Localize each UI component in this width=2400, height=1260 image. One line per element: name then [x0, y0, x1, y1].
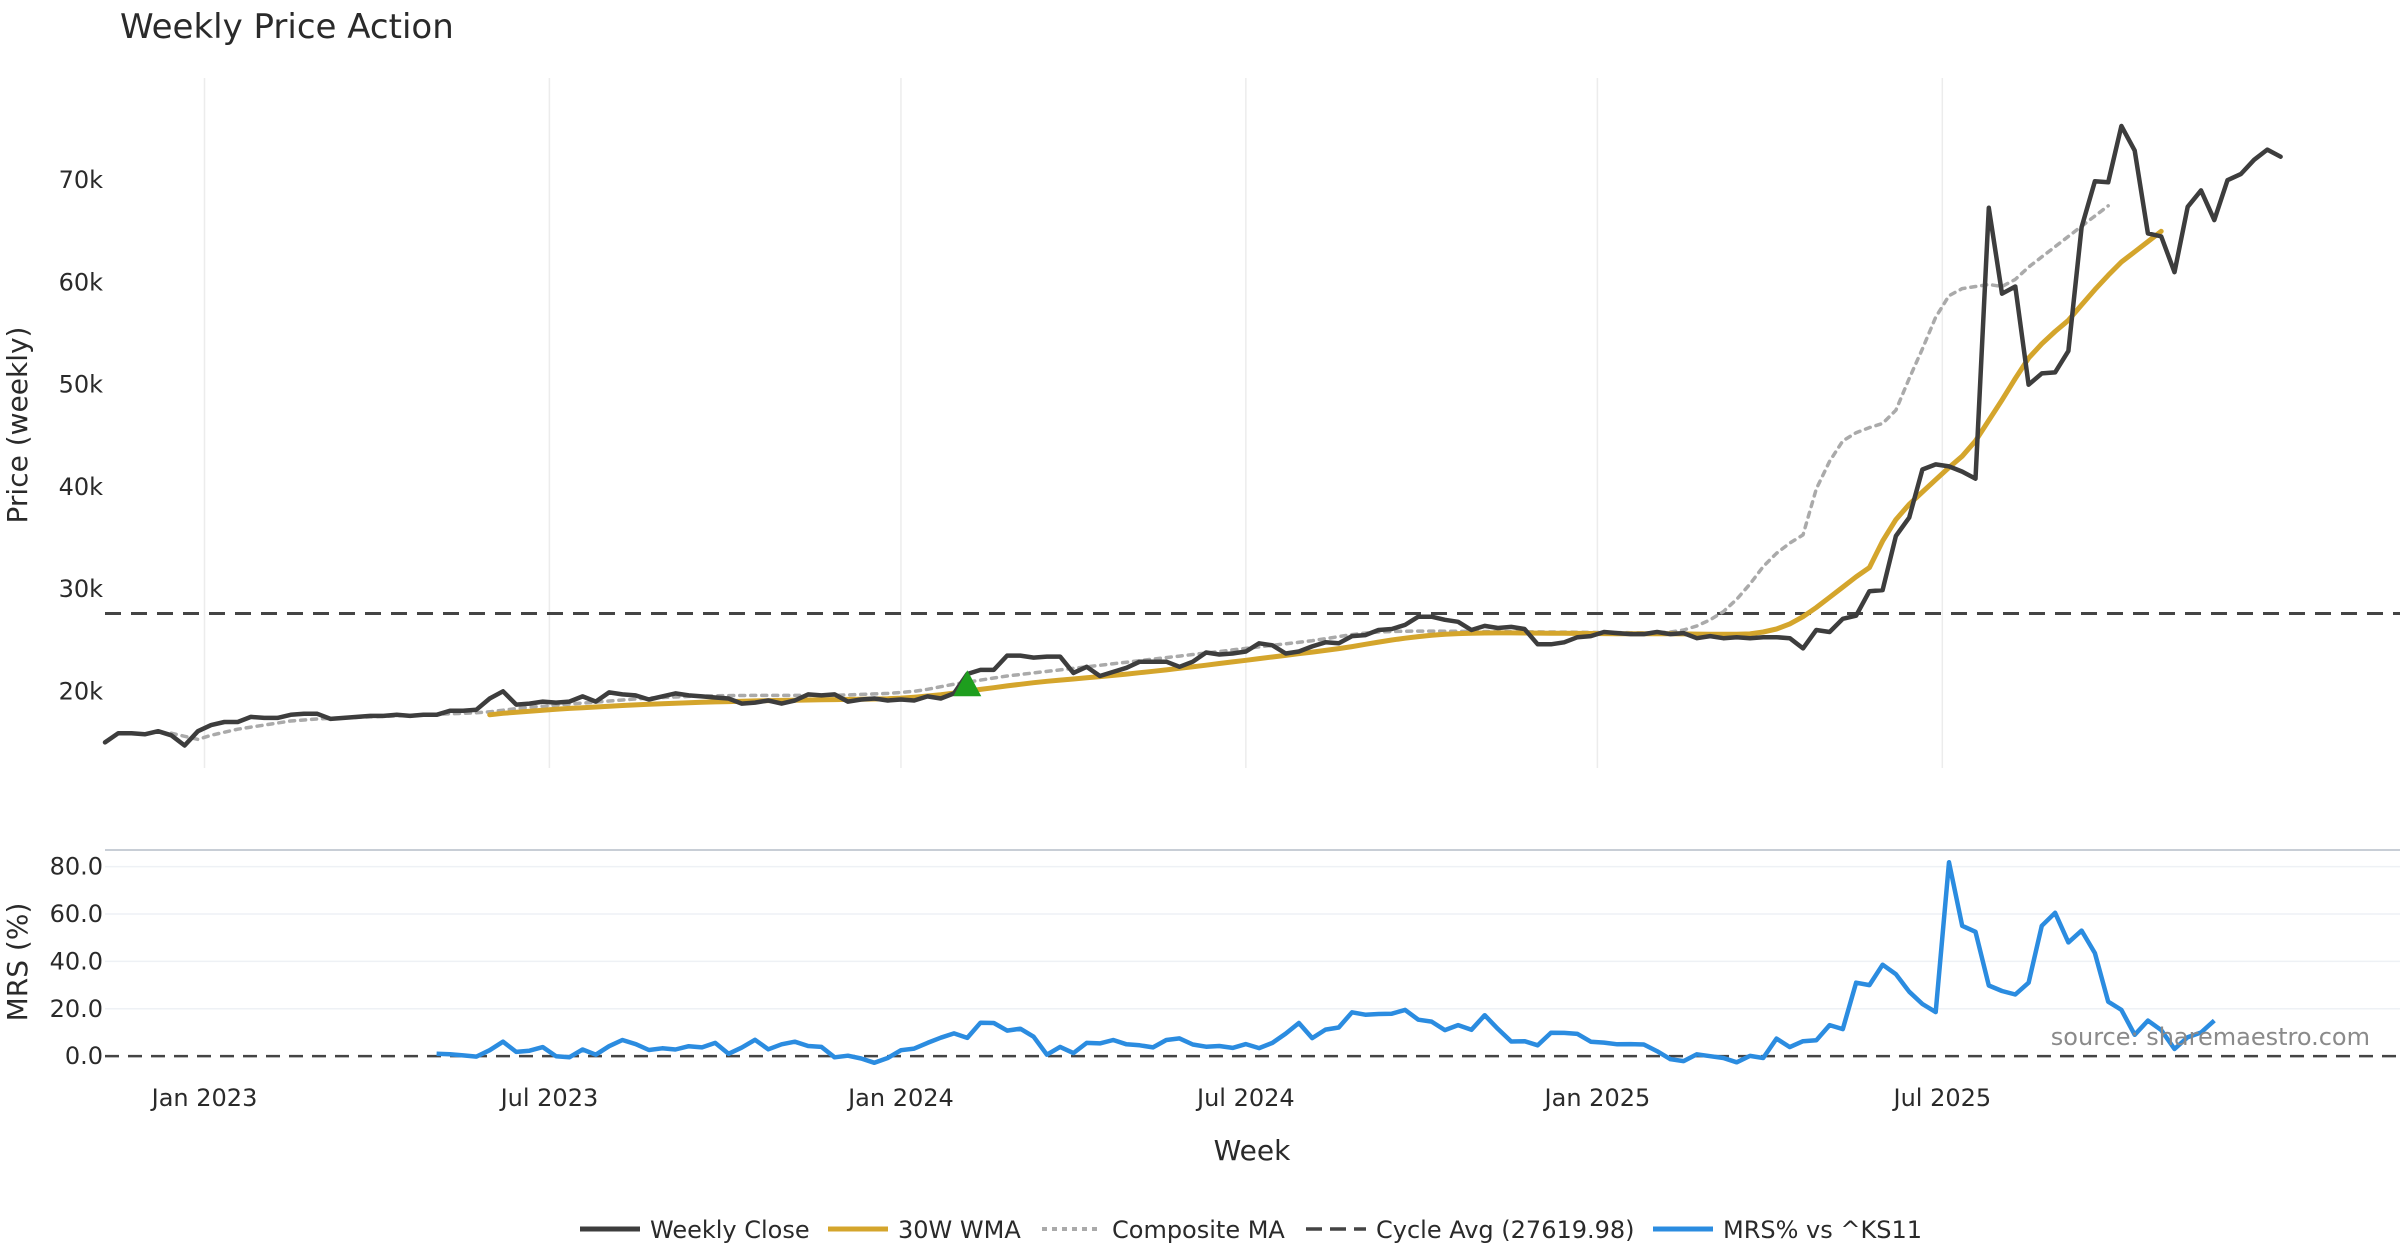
reference-lines [105, 611, 2400, 1058]
legend-label: 30W WMA [898, 1216, 1021, 1244]
y-tick-label-price: 20k [59, 677, 104, 705]
y-tick-label-price: 60k [59, 268, 104, 296]
legend-label: MRS% vs ^KS11 [1723, 1216, 1922, 1244]
series-weekly-close [102, 123, 2283, 748]
x-tick-label: Jul 2024 [1195, 1084, 1295, 1112]
x-tick-label: Jan 2025 [1543, 1084, 1651, 1112]
legend-label: Cycle Avg (27619.98) [1376, 1216, 1635, 1244]
y-axis-label-price: Price (weekly) [1, 327, 34, 524]
x-tick-label: Jan 2024 [846, 1084, 954, 1112]
axis-ticks: Jan 2023 Jul 2023 Jan 2024 Jul 2024 Jan 2025… [50, 166, 1992, 1112]
y-axis-label-mrs: MRS (%) [1, 903, 34, 1022]
y-tick-label-mrs: 40.0 [50, 947, 103, 975]
series-lines [102, 123, 2283, 1066]
x-tick-label: Jul 2023 [499, 1084, 599, 1112]
buy-signal-marker [953, 670, 982, 697]
y-tick-label-mrs: 0.0 [65, 1042, 103, 1070]
y-tick-label-price: 70k [59, 166, 104, 194]
series-composite-ma [169, 204, 2110, 742]
gridlines [105, 78, 2400, 1010]
y-tick-label-mrs: 60.0 [50, 900, 103, 928]
y-tick-label-mrs: 20.0 [50, 995, 103, 1023]
y-tick-label-mrs: 80.0 [50, 853, 103, 881]
legend-label: Weekly Close [650, 1216, 810, 1244]
y-tick-label-price: 30k [59, 575, 104, 603]
y-tick-label-price: 40k [59, 473, 104, 501]
source-note: source: sharemaestro.com [2051, 1023, 2370, 1051]
x-tick-label: Jul 2025 [1891, 1084, 1991, 1112]
chart-title: Weekly Price Action [120, 7, 454, 47]
y-tick-label-price: 50k [59, 371, 104, 399]
x-axis-label: Week [1214, 1134, 1291, 1167]
series-mrs [436, 860, 2216, 1066]
legend: Weekly Close 30W WMA Composite MA Cycle Avg… [580, 1216, 1922, 1244]
legend-label: Composite MA [1112, 1216, 1285, 1244]
x-tick-label: Jan 2023 [150, 1084, 258, 1112]
